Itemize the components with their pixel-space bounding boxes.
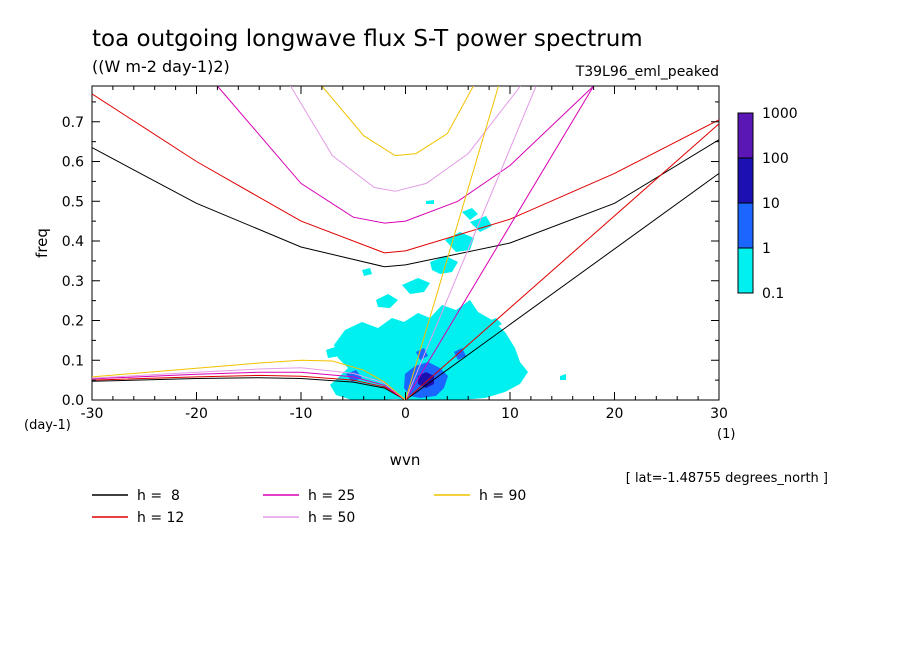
curve-h8-rossby [92, 377, 406, 400]
colorbar-label: 1000 [762, 106, 798, 122]
curve-h90-kelvin [405, 86, 499, 400]
x-axis-label: wvn [390, 451, 421, 469]
legend: h = 8 h = 12 h = 25 h = 50 h = 90 [92, 488, 526, 526]
latitude-footnote: [ lat=-1.48755 degrees_north ] [626, 471, 828, 486]
curve-h12-rossby [92, 374, 406, 400]
curve-h25-inertia-gravity [217, 86, 594, 224]
colorbar-swatch [737, 247, 754, 294]
x-tick-label: 0 [401, 406, 410, 422]
power-spectrum-contours [326, 200, 566, 400]
colorbar-label: 1 [762, 241, 771, 257]
y-tick-label: 0.2 [62, 314, 84, 330]
colorbar: 1000 100 10 1 0.1 [737, 106, 798, 302]
curve-h25-rossby [92, 371, 406, 400]
x-tick-label: 10 [501, 406, 519, 422]
legend-label: h = 12 [137, 510, 184, 526]
y-tick-label: 0.5 [62, 194, 84, 210]
x-tick-label: 30 [710, 406, 728, 422]
x-tick-label: -20 [185, 406, 208, 422]
colorbar-label: 100 [762, 151, 789, 167]
curve-h12-kelvin [405, 123, 719, 400]
y-tick-label: 0.4 [62, 234, 84, 250]
axis-ticks: -30 -20 -10 0 10 20 30 0.0 0.1 0.2 0.3 0.4 0.5 0.6 0.7 [62, 86, 728, 422]
curve-h50-rossby [92, 367, 406, 400]
y-tick-label: 0.7 [62, 115, 84, 131]
colorbar-swatch [737, 112, 754, 159]
curve-h12-inertia-gravity [92, 93, 719, 254]
curve-h25-kelvin [405, 86, 595, 400]
y-tick-label: 0.0 [62, 393, 84, 409]
x-axis-unit: (1) [717, 427, 735, 442]
colorbar-label: 0.1 [762, 286, 784, 302]
y-tick-label: 0.6 [62, 155, 84, 171]
y-tick-label: 0.1 [62, 353, 84, 369]
y-axis-label: freq [33, 228, 51, 258]
curve-h8-kelvin [405, 172, 719, 400]
curve-h50-kelvin [405, 86, 537, 400]
colorbar-label: 10 [762, 196, 780, 212]
colorbar-swatch [737, 157, 754, 204]
curve-h50-inertia-gravity [290, 86, 521, 192]
curve-h90-inertia-gravity [321, 86, 474, 157]
dispersion-curves [92, 86, 719, 400]
x-tick-label: -10 [290, 406, 313, 422]
x-tick-label: 20 [606, 406, 624, 422]
y-tick-label: 0.3 [62, 274, 84, 290]
legend-label: h = 8 [137, 488, 180, 504]
legend-label: h = 50 [308, 510, 355, 526]
curve-h8-inertia-gravity [92, 139, 719, 268]
legend-label: h = 25 [308, 488, 355, 504]
chart-subtitle: ((W m-2 day-1)2) [92, 57, 230, 76]
x-tick-label: -30 [81, 406, 104, 422]
curve-h90-rossby [92, 359, 406, 400]
y-axis-unit: (day-1) [24, 418, 71, 433]
colorbar-swatch [737, 202, 754, 249]
legend-label: h = 90 [479, 488, 526, 504]
run-label: T39L96_eml_peaked [575, 64, 719, 80]
chart-title: toa outgoing longwave flux S-T power spe… [92, 26, 643, 52]
